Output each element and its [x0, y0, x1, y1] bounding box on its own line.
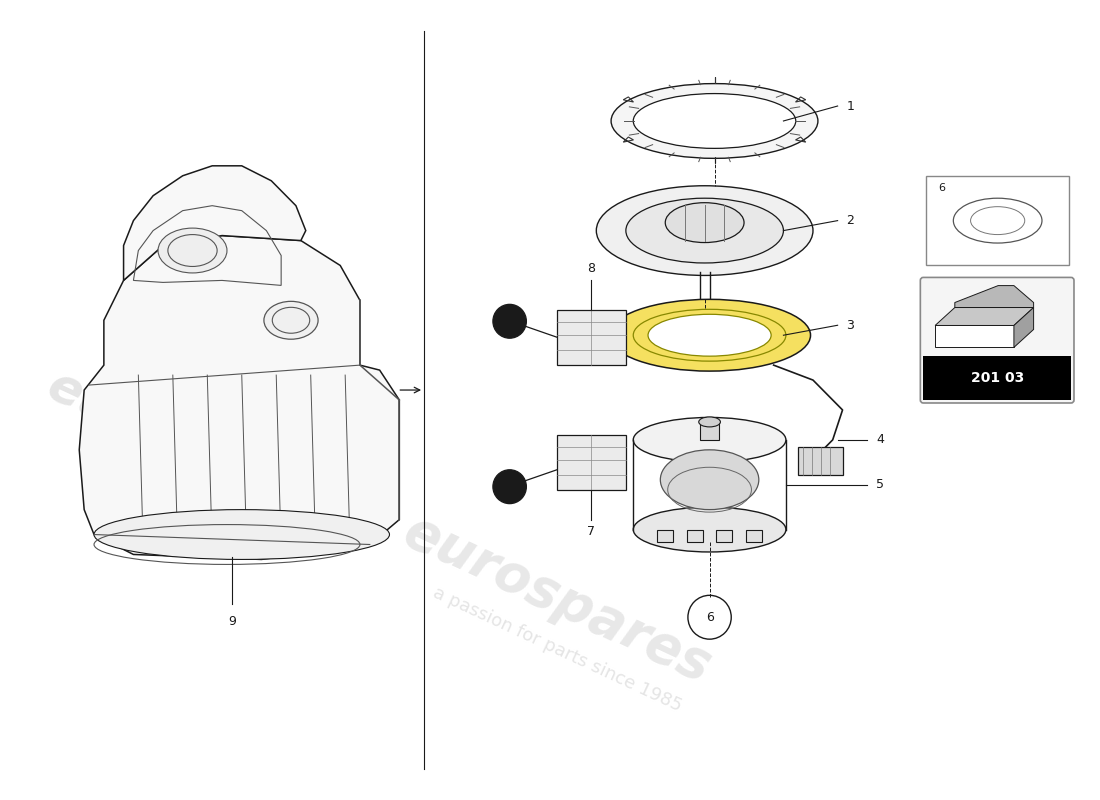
- Ellipse shape: [648, 314, 771, 356]
- Ellipse shape: [612, 84, 818, 158]
- Bar: [557, 435, 626, 490]
- Ellipse shape: [608, 299, 811, 371]
- Ellipse shape: [666, 202, 744, 242]
- Circle shape: [493, 470, 527, 504]
- Ellipse shape: [634, 418, 785, 462]
- Text: 6: 6: [938, 182, 945, 193]
- Polygon shape: [123, 166, 306, 281]
- Bar: [557, 310, 626, 365]
- Ellipse shape: [634, 310, 785, 361]
- Ellipse shape: [694, 304, 715, 316]
- Text: 6: 6: [705, 610, 714, 624]
- Bar: [799, 447, 843, 474]
- Circle shape: [493, 304, 527, 338]
- Ellipse shape: [264, 302, 318, 339]
- Ellipse shape: [94, 510, 389, 559]
- Ellipse shape: [158, 228, 227, 273]
- Ellipse shape: [626, 198, 783, 263]
- Bar: [700, 422, 719, 440]
- Polygon shape: [658, 530, 673, 542]
- Ellipse shape: [596, 186, 813, 275]
- Text: 201 03: 201 03: [970, 371, 1024, 385]
- Text: 8: 8: [587, 262, 595, 275]
- Text: 7: 7: [587, 525, 595, 538]
- Ellipse shape: [634, 94, 795, 148]
- Polygon shape: [955, 286, 1034, 307]
- Polygon shape: [79, 235, 399, 559]
- Ellipse shape: [698, 417, 720, 427]
- Text: 1: 1: [847, 99, 855, 113]
- Bar: [926, 176, 1069, 266]
- Text: eurospares: eurospares: [40, 362, 345, 538]
- Polygon shape: [935, 307, 1034, 326]
- Text: 9: 9: [228, 614, 235, 628]
- Text: 3: 3: [847, 318, 855, 332]
- Text: a passion for parts since 1985: a passion for parts since 1985: [430, 583, 684, 715]
- Bar: [923, 356, 1071, 400]
- Text: 4: 4: [876, 434, 884, 446]
- FancyBboxPatch shape: [921, 278, 1074, 403]
- Polygon shape: [1014, 307, 1034, 347]
- Ellipse shape: [634, 507, 785, 552]
- Text: 5: 5: [876, 478, 884, 491]
- Text: 2: 2: [847, 214, 855, 227]
- Polygon shape: [686, 530, 703, 542]
- Polygon shape: [746, 530, 762, 542]
- Polygon shape: [716, 530, 733, 542]
- Ellipse shape: [660, 450, 759, 510]
- Text: eurospares: eurospares: [395, 506, 719, 694]
- Polygon shape: [935, 326, 1014, 347]
